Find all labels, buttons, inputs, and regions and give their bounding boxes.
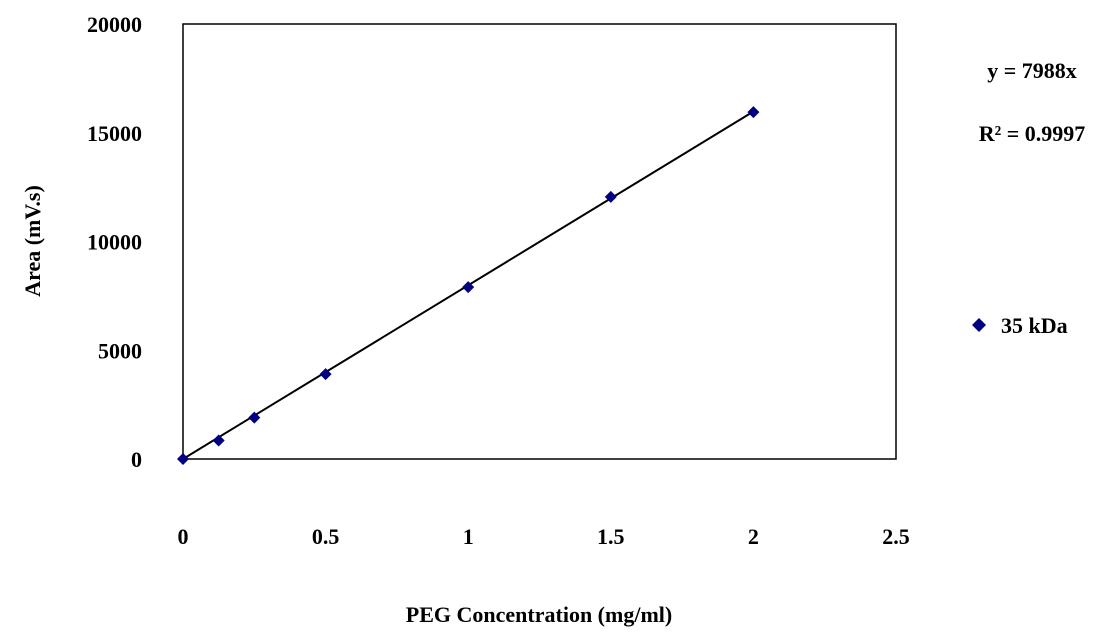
data-point: [462, 281, 475, 294]
data-points: [177, 106, 760, 465]
y-tick-label: 15000: [87, 121, 142, 146]
trendline-equation: y = 7988x: [987, 58, 1077, 83]
x-tick-label: 1.5: [597, 524, 625, 549]
x-tick-label: 0: [178, 524, 189, 549]
y-tick-labels: 0 5000 10000 15000 20000: [87, 12, 142, 472]
x-tick-labels: 0 0.5 1 1.5 2 2.5: [178, 524, 910, 549]
x-tick-label: 1: [463, 524, 474, 549]
y-tick-label: 5000: [98, 338, 142, 363]
data-point: [319, 368, 332, 381]
y-tick-label: 20000: [87, 12, 142, 37]
data-point: [212, 434, 225, 447]
x-tick-label: 2.5: [882, 524, 910, 549]
r-squared: R² = 0.9997: [979, 121, 1086, 146]
y-axis-title: Area (mV.s): [20, 185, 45, 297]
y-tick-label: 10000: [87, 230, 142, 255]
x-tick-label: 2: [748, 524, 759, 549]
data-point: [747, 106, 760, 119]
data-point: [604, 190, 617, 203]
legend-label: 35 kDa: [1001, 313, 1068, 338]
legend: 35 kDa: [972, 313, 1068, 338]
data-point: [177, 453, 189, 465]
data-point: [248, 411, 261, 424]
x-tick-label: 0.5: [312, 524, 340, 549]
legend-marker-diamond: [972, 318, 986, 332]
x-axis-title: PEG Concentration (mg/ml): [406, 602, 672, 627]
y-tick-label: 0: [131, 447, 142, 472]
